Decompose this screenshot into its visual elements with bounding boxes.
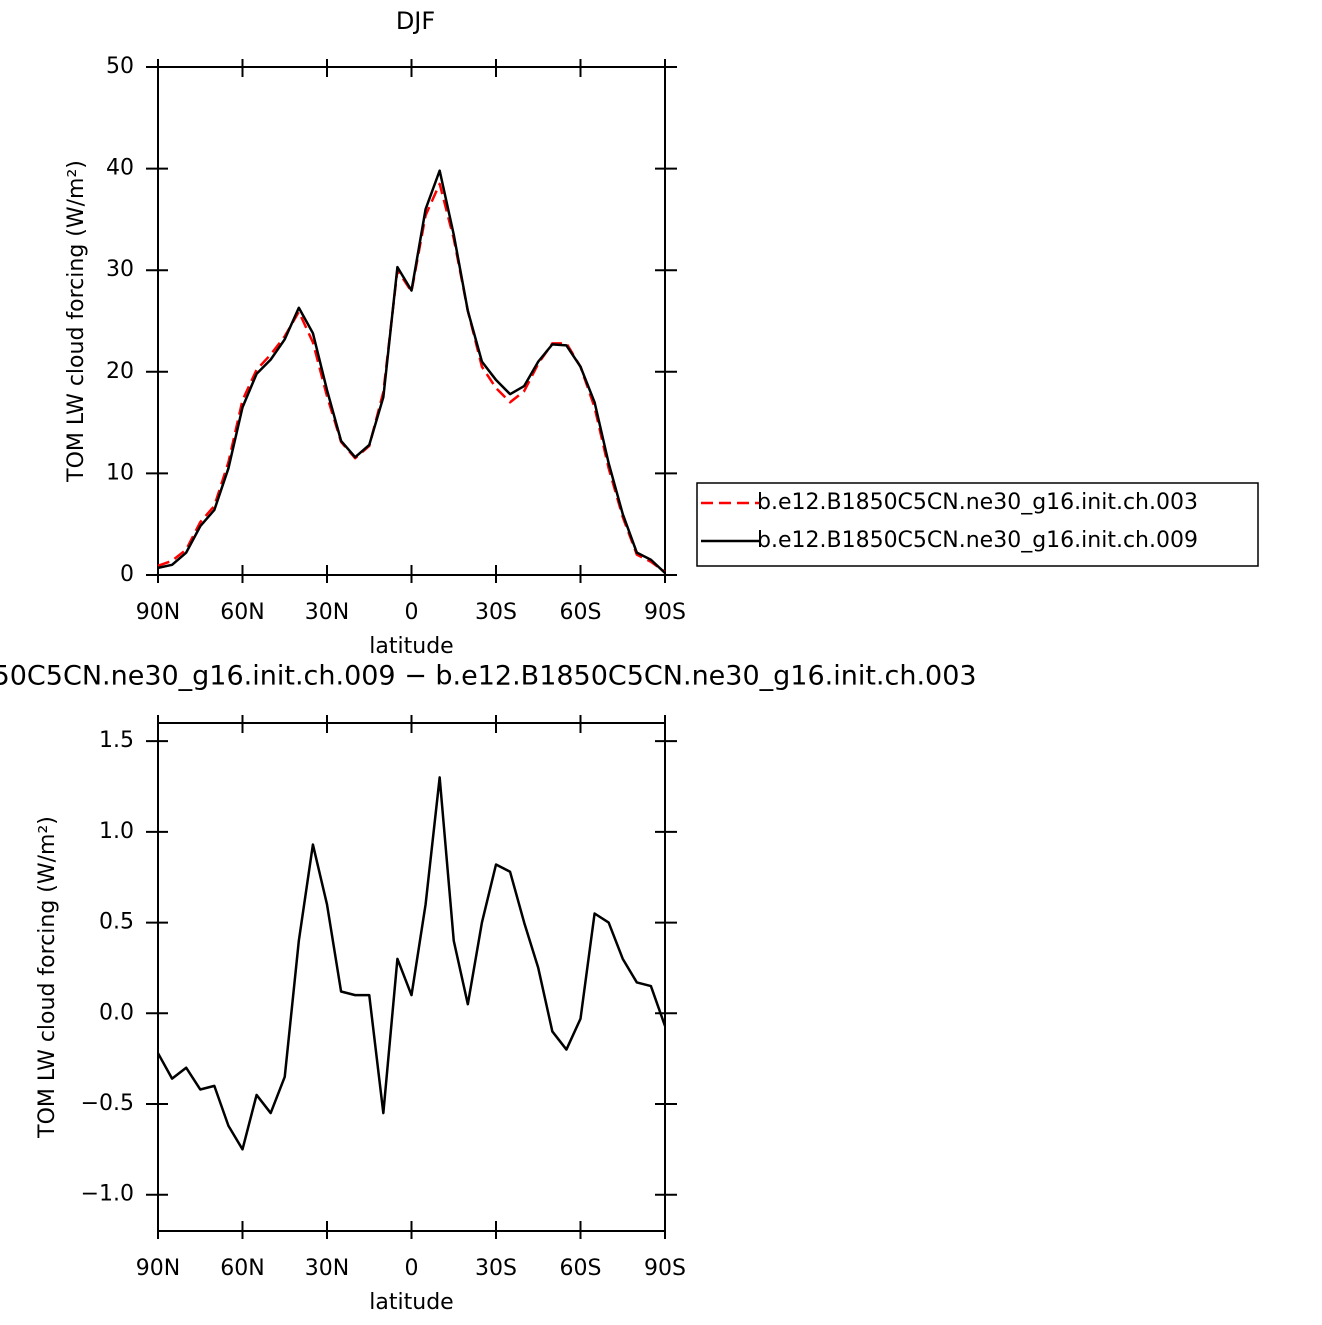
x-axis-label: latitude (369, 634, 453, 659)
x-axis-label: latitude (369, 1290, 453, 1315)
y-tick-label: 1.0 (99, 819, 134, 844)
y-tick-label: 1.5 (99, 728, 134, 753)
x-tick-label: 30N (305, 600, 349, 625)
data-line (157, 182, 666, 573)
data-line (157, 169, 666, 574)
x-tick-label: 30S (475, 1256, 517, 1281)
x-tick-label: 30N (305, 1256, 349, 1281)
y-tick-label: 0.5 (99, 910, 134, 935)
y-tick-label: −0.5 (81, 1091, 134, 1116)
legend-label: b.e12.B1850C5CN.ne30_g16.init.ch.009 (757, 528, 1198, 553)
y-tick-label: 30 (106, 257, 134, 282)
x-tick-label: 30S (475, 600, 517, 625)
x-tick-label: 0 (405, 1256, 419, 1281)
x-tick-label: 90S (644, 600, 686, 625)
y-tick-label: 40 (106, 156, 134, 181)
x-tick-label: 60N (220, 1256, 264, 1281)
y-tick-label: −1.0 (81, 1182, 134, 1207)
plot-frame (157, 66, 666, 576)
x-tick-label: 90N (136, 600, 180, 625)
data-line (156, 776, 667, 1151)
x-tick-label: 60N (220, 600, 264, 625)
legend-box (696, 482, 1259, 567)
x-tick-label: 60S (560, 600, 602, 625)
x-tick-label: 0 (405, 600, 419, 625)
y-tick-label: 50 (106, 54, 134, 79)
y-tick-label: 0 (120, 562, 134, 587)
x-tick-label: 90S (644, 1256, 686, 1281)
y-tick-label: 20 (106, 359, 134, 384)
y-axis-label: TOM LW cloud forcing (W/m²) (64, 160, 89, 483)
chart-title: b.e12.B1850C5CN.ne30_g16.init.ch.009 − b… (0, 661, 977, 692)
chart-title: DJF (396, 7, 435, 35)
y-tick-label: 0.0 (99, 1000, 134, 1025)
y-tick-label: 10 (106, 460, 134, 485)
y-axis-label: TOM LW cloud forcing (W/m²) (35, 816, 60, 1139)
plot-frame (157, 722, 666, 1232)
x-tick-label: 90N (136, 1256, 180, 1281)
x-tick-label: 60S (560, 1256, 602, 1281)
legend-label: b.e12.B1850C5CN.ne30_g16.init.ch.003 (757, 490, 1198, 515)
